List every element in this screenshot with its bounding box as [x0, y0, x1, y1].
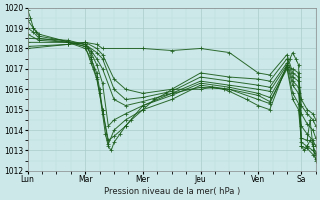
X-axis label: Pression niveau de la mer( hPa ): Pression niveau de la mer( hPa ) [104, 187, 240, 196]
